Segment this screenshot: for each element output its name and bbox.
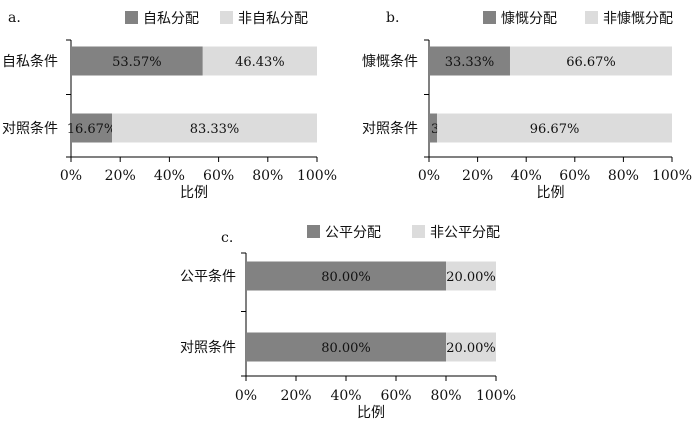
x-tick-label: 100% [476, 388, 516, 404]
x-tick-label: 100% [652, 168, 692, 184]
legend-swatch [585, 11, 598, 24]
panel-label: a. [8, 10, 21, 26]
panel-label: c. [221, 230, 233, 246]
x-tick-label: 40% [511, 168, 542, 184]
x-tick-label: 80% [430, 388, 461, 404]
bar-segment [202, 46, 317, 76]
bar-segment [509, 46, 672, 76]
x-axis-label: 比例 [357, 405, 385, 421]
data-label: 66.67% [566, 55, 616, 70]
data-label: 46.43% [235, 55, 285, 70]
category-label: 对照条件 [2, 120, 58, 137]
x-axis-label: 比例 [537, 185, 565, 201]
data-label: 80.00% [321, 270, 371, 285]
x-tick-label: 0% [235, 388, 257, 404]
bar-segment [437, 113, 672, 143]
legend-swatch [483, 11, 496, 24]
bar-segment [446, 261, 496, 291]
data-label: 80.00% [321, 341, 371, 356]
legend-swatch [307, 225, 320, 238]
bar-segment [246, 261, 446, 291]
x-tick-label: 60% [559, 168, 590, 184]
panel-label: b. [386, 10, 399, 26]
data-label: 53.57% [112, 55, 162, 70]
bar-segment [446, 332, 496, 362]
legend-label: 非自私分配 [238, 11, 308, 27]
category-label: 慷慨条件 [362, 53, 418, 70]
data-label: 33.33% [445, 55, 495, 70]
x-tick-label: 40% [154, 168, 185, 184]
chart-panel-3: c. 公平分配 非公平分配 0% 20% 40% 60% 80% 100% 比例 公平条件 80.00… [180, 225, 516, 421]
legend-label: 慷慨分配 [501, 10, 557, 27]
x-tick-label: 20% [462, 168, 493, 184]
bar-segment [71, 46, 203, 76]
legend-label: 非公平分配 [430, 225, 500, 241]
category-label: 自私条件 [2, 53, 58, 70]
x-tick-label: 40% [330, 388, 361, 404]
x-axis-label: 比例 [180, 185, 208, 201]
x-tick-label: 20% [280, 388, 311, 404]
data-label: 20.00% [446, 270, 496, 285]
chart-panel-1: a. 自私分配 非自私分配 0% 20% 40% 60% 80% 100% 比例 自私条件 53.57… [2, 10, 337, 201]
data-label: 20.00% [446, 341, 496, 356]
category-label: 公平条件 [180, 268, 236, 285]
legend-swatch [412, 225, 425, 238]
bar-segment [429, 46, 510, 76]
legend-label: 公平分配 [325, 225, 381, 241]
data-label: 96.67% [530, 122, 580, 137]
bar-segment [71, 113, 113, 143]
x-tick-label: 100% [297, 168, 337, 184]
category-label: 对照条件 [362, 120, 418, 137]
legend-swatch [125, 11, 138, 24]
data-label: 83.33% [190, 122, 240, 137]
bar-segment [112, 113, 317, 143]
x-tick-label: 80% [252, 168, 283, 184]
chart-panel-2: b. 慷慨分配 非慷慨分配 0% 20% 40% 60% 80% 100% 比例 慷慨条件 33.33… [362, 10, 692, 201]
category-label: 对照条件 [180, 339, 236, 356]
x-tick-label: 0% [418, 168, 440, 184]
bar-segment [429, 113, 438, 143]
x-tick-label: 20% [105, 168, 136, 184]
legend-swatch [220, 11, 233, 24]
legend-label: 非慷慨分配 [603, 10, 673, 27]
legend-label: 自私分配 [143, 11, 199, 27]
x-tick-label: 80% [608, 168, 639, 184]
x-tick-label: 0% [60, 168, 82, 184]
x-tick-label: 60% [203, 168, 234, 184]
bar-segment [246, 332, 446, 362]
data-label: 16.67% [67, 122, 117, 137]
x-tick-label: 60% [380, 388, 411, 404]
